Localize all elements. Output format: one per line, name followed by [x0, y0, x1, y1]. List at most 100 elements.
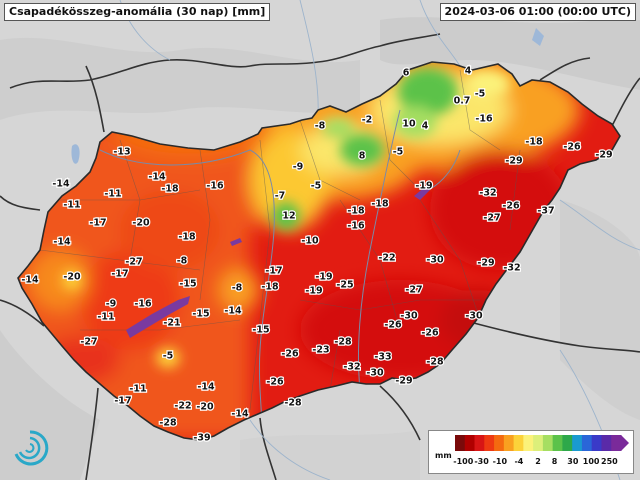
- station-value: -14: [21, 275, 39, 286]
- station-value: -8: [177, 256, 188, 267]
- station-value: -8: [315, 121, 326, 132]
- station-value: -5: [393, 147, 404, 158]
- legend-tick-label: -10: [492, 457, 508, 466]
- legend-tick-label: -30: [474, 457, 489, 466]
- station-value: -30: [400, 311, 418, 322]
- station-value: -18: [261, 282, 279, 293]
- station-values: 6 4 -5 0.7 -16 -2 10 4 -8 8 -5 -18 -26 -29 -13 -9 -29 -14…: [20, 64, 614, 444]
- station-value: -8: [232, 283, 243, 294]
- station-value: -7: [275, 191, 286, 202]
- legend-swatch: [513, 435, 524, 451]
- station-value: 4: [465, 66, 472, 77]
- terrain-shading: [0, 17, 640, 480]
- station-value: -11: [63, 200, 80, 211]
- legend-tick-label: -4: [514, 457, 524, 466]
- legend-color-bar: [455, 435, 629, 451]
- station-value: -25: [336, 280, 353, 291]
- legend-tick-label: 2: [535, 457, 541, 466]
- legend-swatch: [572, 435, 583, 451]
- station-value: -19: [415, 181, 432, 192]
- station-value: -22: [378, 253, 395, 264]
- legend-swatch: [591, 435, 602, 451]
- station-value: -26: [502, 201, 520, 212]
- station-value: -23: [312, 345, 329, 356]
- station-value: -18: [525, 137, 543, 148]
- legend-swatch: [494, 435, 505, 451]
- legend-tick-label: 250: [601, 457, 618, 466]
- station-value: -32: [343, 362, 360, 373]
- station-value: -16: [134, 299, 152, 310]
- color-legend: mm -100 -30 -10 -4 2 8 30 100 250: [428, 430, 634, 474]
- station-value: -5: [311, 181, 322, 192]
- legend-swatch: [484, 435, 495, 451]
- station-value: -37: [537, 206, 554, 217]
- station-value: -14: [148, 172, 166, 183]
- met-service-swirl-logo: [14, 430, 49, 466]
- station-value: -29: [505, 156, 522, 167]
- station-value: -18: [161, 184, 179, 195]
- legend-swatch: [601, 435, 612, 451]
- legend-swatch: [581, 435, 593, 451]
- station-value: -9: [293, 162, 304, 173]
- legend-swatch: [552, 435, 563, 451]
- station-value: -20: [63, 272, 81, 283]
- station-value: -13: [113, 147, 130, 158]
- legend-unit: mm: [435, 451, 452, 460]
- legend-tick-label: -100: [453, 457, 474, 466]
- legend-swatch: [464, 435, 476, 451]
- station-value: -14: [53, 237, 71, 248]
- station-value: -28: [284, 398, 302, 409]
- station-value: -14: [52, 179, 70, 190]
- station-value: -30: [426, 255, 444, 266]
- legend-swatch: [503, 435, 515, 451]
- legend-tick-label: 8: [551, 457, 558, 466]
- station-value: -30: [366, 368, 384, 379]
- station-value: -20: [132, 218, 150, 229]
- station-value: -21: [163, 318, 180, 329]
- station-value: -14: [231, 409, 249, 420]
- map-timestamp: 2024-03-06 01:00 (00:00 UTC): [439, 3, 636, 21]
- station-value: -33: [374, 352, 391, 363]
- station-value: 4: [422, 121, 429, 132]
- station-value: -11: [129, 384, 146, 395]
- station-value: -5: [163, 351, 174, 362]
- station-value: -27: [80, 337, 97, 348]
- station-value: -39: [193, 433, 210, 444]
- map-title: Csapadékösszeg-anomália (30 nap) [mm]: [4, 3, 271, 21]
- legend-tick-label: 100: [582, 457, 600, 466]
- legend-swatch: [542, 435, 554, 451]
- station-value: 8: [359, 151, 366, 162]
- station-value: -14: [224, 306, 242, 317]
- station-value: -19: [305, 286, 322, 297]
- station-value: -16: [475, 114, 493, 125]
- station-value: -27: [483, 213, 500, 224]
- station-value: -15: [179, 279, 196, 290]
- legend-swatch: [455, 435, 466, 451]
- lake-velence: [230, 238, 242, 246]
- legend-overflow-arrow: [621, 435, 629, 451]
- station-value: -27: [405, 285, 422, 296]
- station-value: -19: [315, 272, 332, 283]
- station-value: -26: [421, 328, 439, 339]
- station-value: -17: [111, 269, 128, 280]
- station-value: 6: [403, 68, 410, 79]
- station-value: -22: [174, 401, 191, 412]
- station-value: -28: [159, 418, 177, 429]
- station-value: -9: [106, 299, 117, 310]
- station-value: -17: [114, 396, 131, 407]
- legend-swatch: [533, 435, 544, 451]
- legend-swatch: [474, 435, 485, 451]
- legend-swatch: [523, 435, 534, 451]
- legend-swatch: [611, 435, 622, 451]
- station-value: -15: [252, 325, 269, 336]
- station-value: -26: [563, 142, 581, 153]
- station-value: -16: [206, 181, 224, 192]
- station-value: -11: [97, 312, 114, 323]
- station-value: -28: [426, 357, 444, 368]
- station-value: -29: [595, 150, 612, 161]
- station-value: -29: [395, 376, 412, 387]
- station-value: -32: [503, 263, 520, 274]
- station-value: -17: [89, 218, 106, 229]
- station-value: -29: [477, 258, 494, 269]
